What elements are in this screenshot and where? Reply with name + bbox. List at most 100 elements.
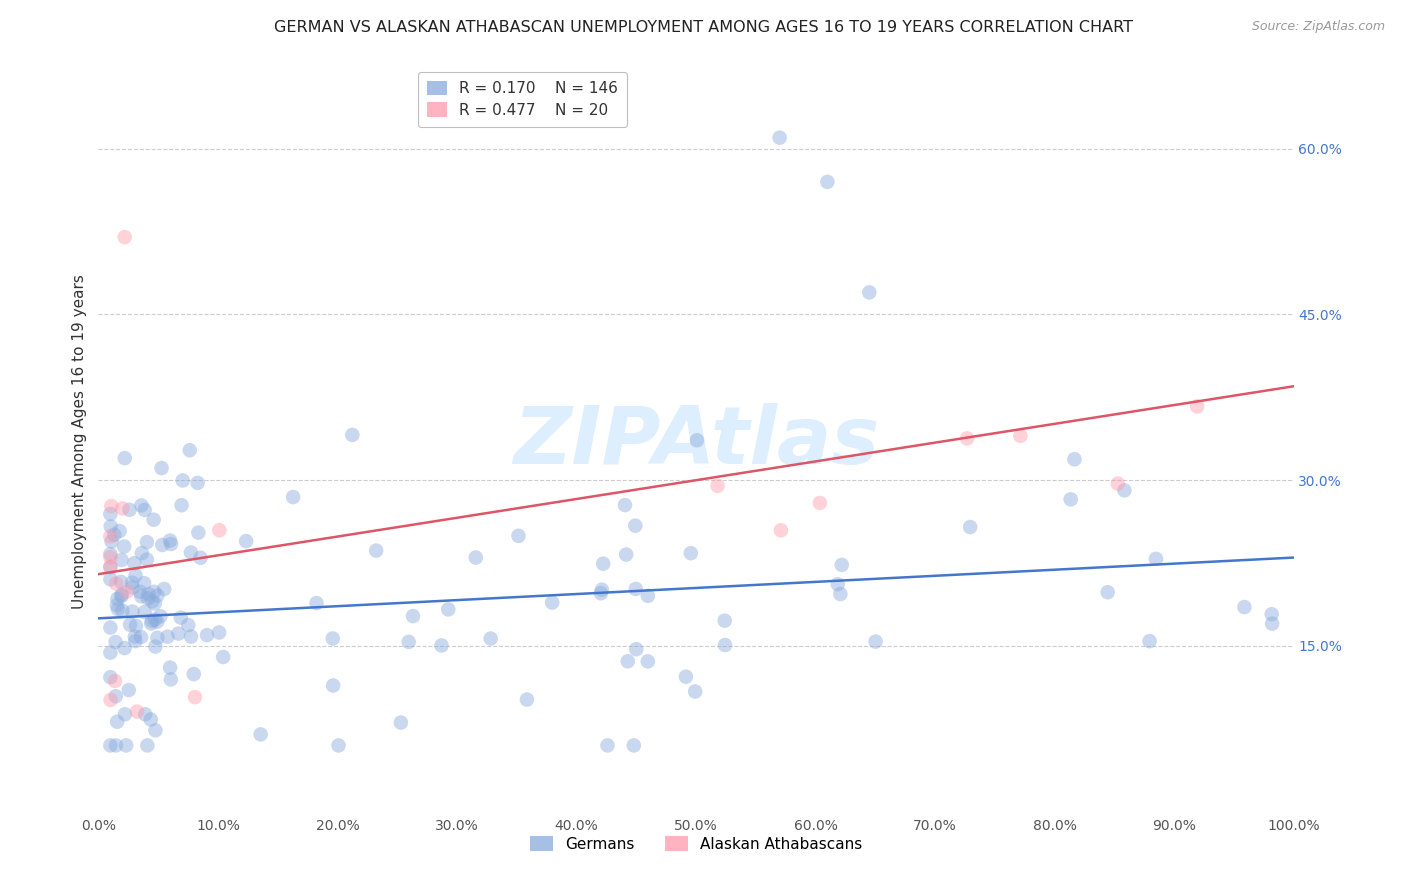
- Point: [129, 584, 152, 599]
- Point: [145, 640, 167, 654]
- Point: [402, 609, 425, 624]
- Point: [180, 545, 202, 559]
- Point: [815, 175, 838, 189]
- Point: [160, 673, 183, 687]
- Point: [830, 587, 852, 601]
- Point: [366, 543, 388, 558]
- Point: [100, 534, 122, 549]
- Point: [111, 604, 134, 618]
- Point: [808, 496, 831, 510]
- Point: [623, 739, 645, 753]
- Point: [104, 635, 127, 649]
- Point: [107, 602, 129, 616]
- Point: [135, 535, 157, 549]
- Point: [141, 594, 163, 608]
- Point: [136, 591, 159, 606]
- Point: [115, 739, 138, 753]
- Point: [160, 537, 183, 551]
- Point: [624, 582, 647, 596]
- Point: [110, 574, 132, 589]
- Point: [956, 432, 979, 446]
- Point: [686, 434, 709, 448]
- Text: GERMAN VS ALASKAN ATHABASCAN UNEMPLOYMENT AMONG AGES 16 TO 19 YEARS CORRELATION : GERMAN VS ALASKAN ATHABASCAN UNEMPLOYMEN…: [274, 20, 1132, 35]
- Point: [98, 559, 122, 574]
- Point: [170, 498, 193, 512]
- Point: [1185, 400, 1208, 414]
- Point: [131, 499, 153, 513]
- Point: [129, 589, 152, 603]
- Point: [858, 285, 880, 300]
- Point: [112, 540, 135, 554]
- Point: [508, 529, 530, 543]
- Point: [389, 715, 412, 730]
- Point: [637, 589, 659, 603]
- Point: [139, 713, 162, 727]
- Point: [118, 503, 141, 517]
- Point: [114, 640, 136, 655]
- Point: [637, 654, 659, 668]
- Point: [865, 634, 887, 648]
- Point: [172, 474, 194, 488]
- Point: [614, 498, 637, 512]
- Point: [184, 690, 207, 705]
- Point: [121, 581, 143, 595]
- Point: [328, 739, 350, 753]
- Point: [124, 568, 146, 582]
- Point: [342, 428, 364, 442]
- Point: [1261, 616, 1284, 631]
- Point: [516, 692, 538, 706]
- Point: [714, 638, 737, 652]
- Point: [706, 479, 728, 493]
- Point: [769, 524, 792, 538]
- Point: [159, 660, 181, 674]
- Point: [111, 588, 134, 602]
- Point: [105, 598, 128, 612]
- Point: [827, 577, 849, 591]
- Point: [114, 451, 136, 466]
- Point: [713, 614, 735, 628]
- Point: [98, 572, 122, 586]
- Point: [208, 625, 231, 640]
- Point: [398, 635, 420, 649]
- Point: [675, 670, 697, 684]
- Point: [98, 507, 122, 521]
- Point: [281, 490, 304, 504]
- Point: [146, 589, 169, 603]
- Point: [125, 705, 148, 719]
- Point: [134, 605, 156, 619]
- Point: [114, 230, 136, 244]
- Point: [1063, 452, 1085, 467]
- Point: [110, 589, 132, 603]
- Point: [110, 553, 132, 567]
- Point: [831, 558, 853, 572]
- Point: [136, 739, 159, 753]
- Point: [143, 584, 166, 599]
- Point: [1233, 600, 1256, 615]
- Point: [195, 628, 218, 642]
- Point: [104, 690, 127, 704]
- Point: [180, 630, 202, 644]
- Point: [235, 534, 257, 549]
- Point: [592, 557, 614, 571]
- Point: [1010, 429, 1032, 443]
- Text: Source: ZipAtlas.com: Source: ZipAtlas.com: [1251, 20, 1385, 33]
- Point: [591, 582, 613, 597]
- Point: [589, 586, 612, 600]
- Point: [120, 617, 142, 632]
- Point: [104, 673, 127, 688]
- Point: [124, 630, 146, 644]
- Point: [98, 621, 122, 635]
- Point: [1107, 476, 1129, 491]
- Point: [156, 630, 179, 644]
- Point: [124, 556, 146, 570]
- Point: [98, 550, 122, 565]
- Point: [679, 546, 702, 560]
- Point: [131, 546, 153, 560]
- Point: [208, 523, 231, 537]
- Point: [464, 550, 486, 565]
- Point: [187, 525, 209, 540]
- Point: [614, 548, 637, 562]
- Point: [541, 596, 564, 610]
- Point: [149, 609, 172, 624]
- Point: [768, 130, 790, 145]
